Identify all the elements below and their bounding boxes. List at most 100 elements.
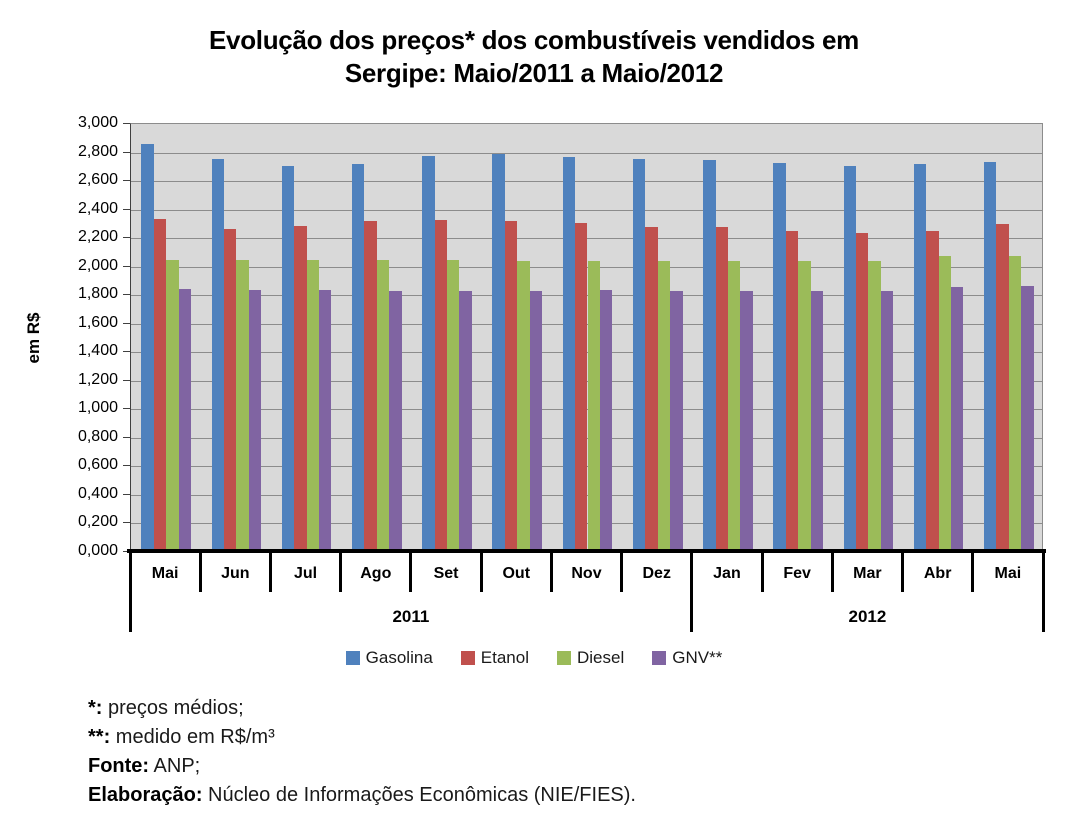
x-tick-label-fev-9: Fev [783, 565, 811, 582]
bar-etanol-mai-0 [153, 218, 167, 551]
gridline [131, 152, 1042, 154]
x-tick-label-jun-1: Jun [221, 565, 250, 582]
x-tick-label-set-4: Set [433, 565, 459, 582]
x-axis-tick-separator [268, 553, 272, 592]
y-tick-mark [123, 208, 130, 210]
bar-diesel-set-4 [447, 259, 460, 551]
bar-diesel-mar-10 [868, 261, 881, 551]
x-axis-year-label-2012: 2012 [848, 607, 887, 626]
bar-diesel-out-5 [517, 261, 530, 551]
bar-gasolina-jul-2 [281, 165, 295, 551]
bar-gasolina-jan-8 [703, 160, 716, 551]
y-tick-label: 0,200 [77, 513, 118, 531]
x-axis-tick-separator [620, 553, 624, 592]
bar-gnv-jan-8 [740, 291, 753, 551]
x-axis-group-separator [690, 553, 694, 632]
footnote-prefix: Fonte: [88, 755, 150, 777]
y-tick-label: 1,600 [77, 313, 118, 331]
x-tick-label-mai-12: Mai [994, 565, 1022, 582]
bar-gnv-mar-10 [880, 291, 894, 551]
legend-item-gasolina: Gasolina [345, 648, 433, 668]
footnote-text: preços médios; [102, 697, 244, 719]
bar-gasolina-out-5 [492, 154, 505, 551]
gridline [131, 181, 1042, 183]
chart-title: Evolução dos preços* dos combustíveis ve… [0, 24, 1068, 90]
x-tick-label-dez-7: Dez [642, 565, 671, 582]
y-tick-mark [123, 408, 130, 410]
y-tick-mark [123, 294, 130, 296]
bar-gasolina-jun-1 [211, 158, 224, 551]
bar-etanol-jul-2 [294, 225, 307, 551]
y-tick-mark [123, 237, 130, 239]
y-tick-label: 1,800 [77, 285, 118, 303]
footnote-text: ANP; [149, 755, 201, 777]
footnote-prefix: Elaboração: [88, 784, 203, 806]
bar-gasolina-dez-7 [632, 158, 646, 551]
x-axis-tick-separator [549, 553, 553, 592]
bar-etanol-mar-10 [856, 232, 869, 551]
x-tick-label-ago-3: Ago [360, 565, 392, 582]
x-tick-label-jan-8: Jan [713, 565, 741, 582]
bar-diesel-abr-11 [938, 255, 952, 551]
y-tick-label: 2,800 [77, 142, 118, 160]
bar-gnv-abr-11 [951, 287, 964, 551]
bar-etanol-ago-3 [364, 221, 377, 551]
legend-label: Gasolina [365, 648, 433, 667]
y-tick-mark [123, 180, 130, 182]
footnote-prefix: *: [88, 697, 103, 719]
legend: Gasolina Etanol Diesel GNV** [0, 648, 1068, 668]
legend-item-etanol: Etanol [460, 648, 529, 668]
y-tick-mark [123, 265, 130, 267]
y-tick-label: 0,000 [77, 542, 118, 559]
chart-title-line2: Sergipe: Maio/2011 a Maio/2012 [344, 58, 724, 88]
bar-diesel-jan-8 [727, 261, 741, 551]
bar-diesel-jul-2 [306, 259, 319, 551]
bar-gnv-fev-9 [810, 291, 823, 551]
x-axis-tick-separator [830, 553, 834, 592]
legend-swatch-icon [556, 651, 571, 665]
y-tick-mark [123, 379, 130, 381]
bar-etanol-fev-9 [785, 231, 799, 551]
footnote-text: medido em R$/m³ [110, 726, 275, 748]
y-tick-label: 0,400 [77, 484, 118, 502]
y-tick-label: 1,000 [77, 399, 118, 417]
y-tick-mark [123, 151, 130, 153]
y-tick-mark [123, 123, 130, 124]
gridline [131, 209, 1042, 211]
bar-diesel-mai-12 [1008, 255, 1022, 551]
bar-gasolina-ago-3 [352, 164, 365, 551]
x-tick-label-nov-6: Nov [571, 565, 602, 582]
x-axis-tick-separator [409, 553, 413, 592]
y-tick-mark [123, 551, 130, 552]
bar-gnv-out-5 [529, 291, 543, 551]
bar-gnv-mai-0 [178, 288, 191, 551]
footnote-line-0: *: preços médios; [88, 694, 636, 723]
bar-gasolina-fev-9 [773, 162, 786, 551]
x-tick-label-jul-2: Jul [294, 565, 318, 582]
y-tick-label: 1,400 [77, 342, 118, 360]
y-tick-label: 2,600 [77, 171, 118, 189]
footnote-line-1: **: medido em R$/m³ [88, 723, 636, 752]
bar-diesel-ago-3 [376, 259, 390, 551]
y-tick-label: 2,400 [77, 199, 118, 217]
x-tick-label-mar-10: Mar [853, 565, 882, 582]
bar-diesel-dez-7 [657, 261, 671, 551]
x-axis-tick-separator [760, 553, 764, 592]
x-axis-tick-separator [479, 553, 483, 592]
y-tick-label: 3,000 [77, 114, 118, 131]
y-tick-label: 0,600 [77, 456, 118, 474]
legend-swatch-icon [652, 651, 667, 665]
bar-gasolina-mar-10 [843, 165, 856, 551]
x-axis-tick-separator [198, 553, 202, 592]
bar-etanol-jun-1 [223, 228, 237, 551]
bar-etanol-out-5 [504, 221, 518, 551]
x-axis-tick-separator [339, 553, 343, 592]
footnote-line-3: Elaboração: Núcleo de Informações Econôm… [88, 781, 636, 810]
bar-diesel-mai-0 [166, 259, 179, 551]
bar-gasolina-mai-12 [984, 161, 997, 551]
y-tick-label: 2,000 [77, 256, 118, 274]
x-axis-group-separator [1041, 553, 1045, 632]
y-tick-mark [123, 322, 130, 324]
x-tick-label-abr-11: Abr [923, 565, 952, 582]
bar-gnv-ago-3 [389, 291, 402, 551]
